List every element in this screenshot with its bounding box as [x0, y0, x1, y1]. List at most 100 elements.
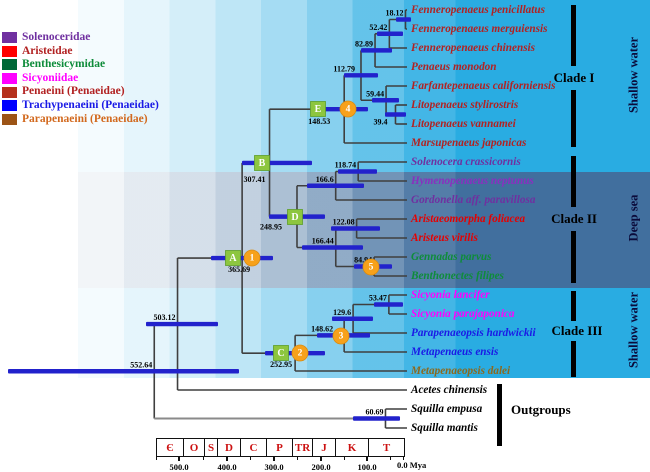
- node-age-label: 60.69: [365, 408, 383, 417]
- clade-bracket-segment: [571, 341, 576, 377]
- timescale-tick-label: 100.0: [357, 461, 377, 472]
- species-label: Gordonella aff. paravillosa: [411, 194, 536, 206]
- legend-color-swatch: [2, 113, 17, 125]
- species-label: Sicyonia lancifer: [411, 289, 490, 301]
- node-age-label: 252.95: [270, 360, 292, 369]
- habitat-label-shallow-bottom: Shallow water: [626, 291, 641, 369]
- hpd-bar: [332, 316, 373, 321]
- hpd-bar: [8, 369, 239, 374]
- species-label: Parapenaeopsis hardwickii: [411, 327, 537, 339]
- timescale-minor-tick: [389, 456, 391, 460]
- node-age-label: 84.94: [354, 256, 372, 265]
- legend-color-swatch: [2, 59, 17, 71]
- node-age-label: 148.62: [311, 324, 333, 333]
- species-label: Solenocera crassicornis: [411, 156, 521, 168]
- legend-item-label: Parapenaeini (Penaeidae): [22, 112, 148, 125]
- species-label: Benthonectes filipes: [410, 270, 505, 282]
- geologic-period-cell: O: [184, 439, 205, 456]
- hpd-bar: [344, 73, 378, 78]
- timescale-major-tick: [273, 456, 275, 461]
- node-marker-box: [225, 250, 241, 266]
- hpd-bar: [331, 226, 380, 231]
- node-marker-circle-number: 2: [298, 349, 303, 359]
- legend-item: Penaeini (Penaeidae): [2, 85, 159, 99]
- node-age-label: 129.6: [333, 308, 351, 317]
- node-marker-circle-number: 5: [369, 263, 374, 273]
- species-label: Squilla empusa: [411, 403, 483, 415]
- legend-color-swatch: [2, 45, 17, 57]
- clade-bracket-segment: [571, 156, 576, 207]
- node-age-label: 59.44: [366, 89, 384, 98]
- hpd-bar: [146, 321, 218, 327]
- legend-item: Sicyoniidae: [2, 72, 159, 86]
- clade-bracket-segment: [571, 231, 576, 283]
- node-age-label: 53.47: [369, 294, 387, 303]
- timescale-major-tick: [366, 456, 368, 461]
- legend-color-swatch: [2, 73, 17, 85]
- node-age-label: 365.69: [228, 265, 250, 274]
- node-age-label: 82.89: [355, 39, 373, 48]
- legend-item: Solenoceridae: [2, 31, 159, 45]
- habitat-label-deep-sea: Deep sea: [626, 194, 641, 242]
- node-age-label: 52.42: [369, 23, 387, 32]
- legend-item: Aristeidae: [2, 45, 159, 59]
- hpd-bar: [385, 112, 406, 117]
- species-label: Hymenopenaeus neptunus: [410, 175, 534, 187]
- species-label: Gennadas parvus: [411, 251, 492, 263]
- node-marker-box: [254, 155, 270, 171]
- outgroups-bracket: [497, 384, 502, 446]
- legend-item-label: Aristeidae: [22, 44, 73, 57]
- timescale-major-tick: [178, 456, 180, 461]
- hpd-bar: [338, 169, 377, 174]
- clade-iii-label: Clade III: [551, 323, 603, 338]
- legend-color-swatch: [2, 86, 17, 98]
- timescale-tick-label: 300.0: [264, 461, 284, 472]
- geologic-period-cell: J: [313, 439, 336, 456]
- species-label: Farfantepenaeus californiensis: [410, 80, 556, 92]
- hpd-bar: [211, 255, 273, 261]
- geologic-period-cell: S: [205, 439, 218, 456]
- species-label: Metapenaeus ensis: [410, 346, 499, 358]
- hpd-bar: [361, 48, 392, 53]
- legend-color-swatch: [2, 100, 17, 112]
- species-label: Litopenaeus stylirostris: [410, 99, 519, 111]
- legend-item-label: Solenoceridae: [22, 31, 91, 44]
- legend-item-label: Benthesicymidae: [22, 58, 106, 71]
- timescale-tick-label: 500.0: [169, 461, 189, 472]
- node-marker-circle-number: 1: [250, 254, 255, 264]
- node-marker-circle: [332, 327, 350, 345]
- hpd-bar: [307, 183, 364, 188]
- species-label: Squilla mantis: [411, 422, 478, 434]
- species-label: Acetes chinensis: [410, 384, 488, 396]
- hpd-bar: [377, 31, 403, 36]
- timescale-major-tick: [320, 456, 322, 461]
- node-marker-box-letter: A: [229, 253, 237, 264]
- clade-ii-label: Clade II: [551, 211, 597, 226]
- legend-color-swatch: [2, 32, 17, 44]
- geologic-period-cell: C: [241, 439, 267, 456]
- timescale-major-tick: [226, 456, 228, 461]
- node-marker-box: [273, 345, 289, 361]
- node-age-label: 148.53: [308, 117, 330, 126]
- timescale-minor-tick: [343, 456, 345, 460]
- legend-item-label: Sicyoniidae: [22, 71, 79, 84]
- hpd-bar: [353, 416, 400, 421]
- node-age-label: 307.41: [244, 175, 266, 184]
- node-marker-box: [287, 209, 303, 225]
- species-label: Litopenaeus vannamei: [410, 118, 517, 130]
- outgroups-label: Outgroups: [511, 402, 571, 417]
- geologic-timescale-bar: Є O S D C P TR J K T: [156, 438, 405, 457]
- geologic-period-cell: P: [267, 439, 293, 456]
- geologic-period-cell: Є: [157, 439, 184, 456]
- timescale-minor-tick: [296, 456, 298, 460]
- node-marker-circle: [291, 344, 309, 362]
- species-label: Sicyonia parajaponica: [411, 308, 515, 320]
- species-label: Fenneropenaeus penicillatus: [410, 4, 546, 16]
- hpd-bar: [374, 302, 403, 307]
- legend-item: Benthesicymidae: [2, 58, 159, 72]
- node-marker-box: [310, 101, 326, 117]
- species-label: Fenneropenaeus merguiensis: [410, 23, 548, 35]
- legend-item: Trachypenaeini (Penaeidae): [2, 99, 159, 113]
- legend-item-label: Penaeini (Penaeidae): [22, 85, 125, 98]
